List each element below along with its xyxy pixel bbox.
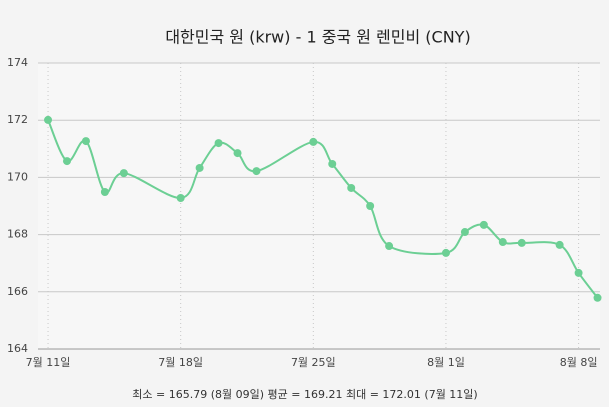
x-tick-label: 8월 8일 (560, 355, 598, 369)
point (479, 220, 488, 229)
point (441, 248, 450, 257)
y-tick-label: 168 (7, 228, 28, 241)
y-tick-label: 170 (7, 170, 28, 183)
y-tick-label: 164 (7, 342, 28, 355)
point (252, 167, 261, 176)
plot-area (38, 63, 600, 349)
point (498, 238, 507, 247)
point (100, 187, 109, 196)
point (62, 157, 71, 166)
y-tick-label: 172 (7, 113, 28, 126)
point (460, 228, 469, 237)
y-tick-label: 174 (7, 56, 28, 69)
x-tick-label: 7월 25일 (291, 355, 336, 369)
point (81, 137, 90, 146)
point (44, 115, 53, 124)
point (328, 159, 337, 168)
point (593, 293, 602, 302)
x-tick-label: 7월 11일 (26, 355, 71, 369)
point (309, 137, 318, 146)
x-tick-label: 8월 1일 (427, 355, 465, 369)
point (385, 242, 394, 251)
point (555, 240, 564, 249)
point (574, 268, 583, 277)
x-tick-label: 7월 18일 (158, 355, 203, 369)
chart-title: 대한민국 원 (krw) - 1 중국 원 렌민비 (CNY) (165, 28, 470, 47)
point (119, 169, 128, 178)
point (347, 183, 356, 192)
point (214, 139, 223, 148)
point (176, 193, 185, 202)
point (366, 202, 375, 210)
chart-footer: 최소 = 165.79 (8월 09일) 평균 = 169.21 최대 = 17… (132, 387, 477, 401)
point (233, 149, 242, 158)
point (517, 238, 526, 247)
y-tick-label: 166 (7, 285, 28, 298)
point (195, 163, 204, 172)
